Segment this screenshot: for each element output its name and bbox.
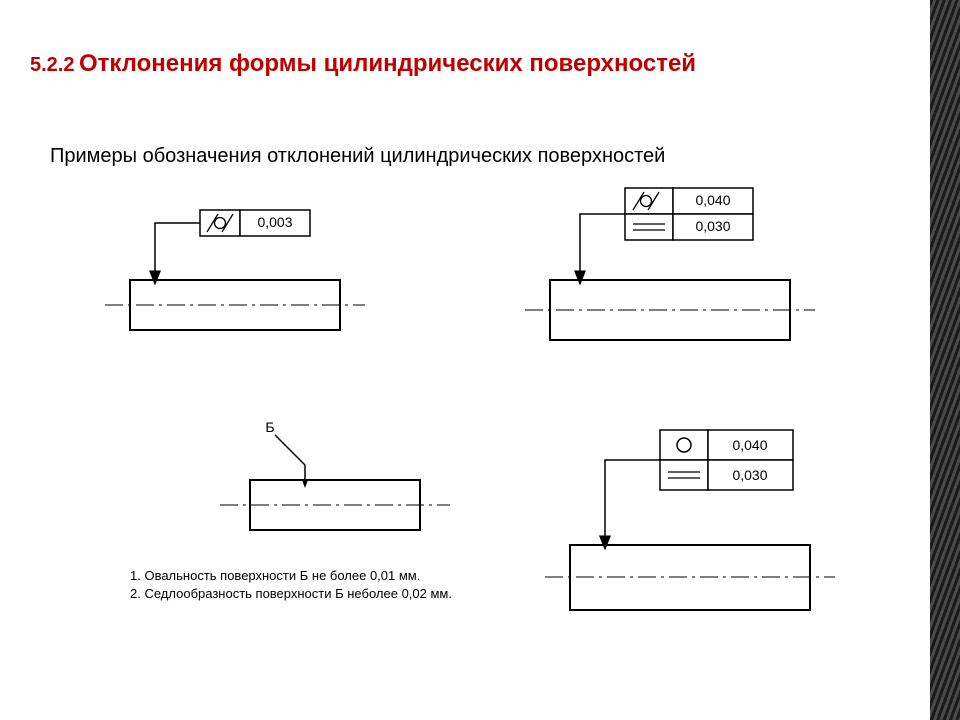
section-number: 5.2.2 — [30, 54, 74, 76]
tolerance-frame: 0,040 0,030 — [625, 188, 753, 240]
section-title: Отклонения формы цилиндрических поверхно… — [79, 50, 696, 77]
note-2: 2. Седлообразность поверхности Б неболее… — [130, 586, 452, 601]
tolerance-value-1: 0,040 — [695, 192, 730, 208]
tolerance-value-1: 0,040 — [732, 437, 767, 453]
tolerance-value-2: 0,030 — [695, 218, 730, 234]
datum-leader — [275, 435, 305, 480]
tolerance-frame: 0,040 0,030 — [660, 430, 793, 490]
arrow-tip — [302, 480, 308, 488]
leader-line — [605, 460, 660, 537]
diagram-3: Б 1. Овальность поверхности Б не более 0… — [130, 419, 452, 601]
leader-line — [155, 223, 200, 272]
diagram-4: 0,040 0,030 — [545, 430, 835, 610]
subtitle: Примеры обозначения отклонений цилиндрич… — [50, 145, 665, 168]
diagram-2: 0,040 0,030 — [525, 188, 815, 340]
tolerance-value: 0,003 — [257, 214, 292, 230]
tolerance-frame: 0,003 — [200, 210, 310, 236]
tolerance-value-2: 0,030 — [732, 467, 767, 483]
datum-label: Б — [265, 419, 274, 435]
note-1: 1. Овальность поверхности Б не более 0,0… — [130, 568, 420, 583]
page-heading: 5.2.2 Отклонения формы цилиндрических по… — [30, 50, 696, 78]
decorative-side-strip — [930, 0, 960, 720]
diagram-canvas: 0,003 0,040 0,030 — [50, 180, 930, 700]
diagram-1: 0,003 — [105, 210, 365, 330]
leader-line — [580, 214, 625, 272]
